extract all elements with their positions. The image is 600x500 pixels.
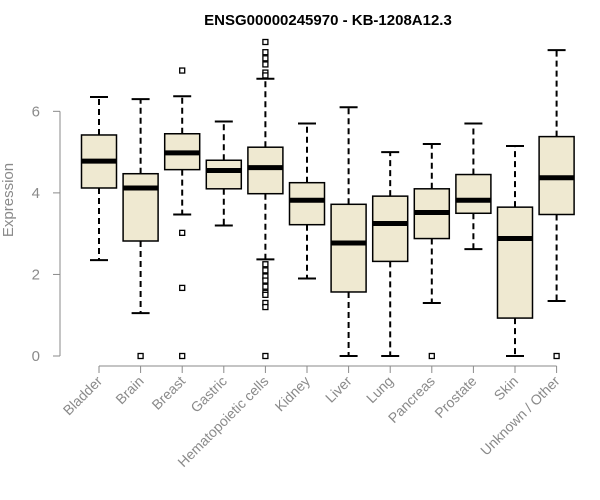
- x-tick-label: Liver: [322, 373, 355, 406]
- outlier-point: [262, 61, 269, 68]
- outlier-point: [262, 291, 269, 298]
- outlier-point: [179, 352, 186, 360]
- box-liver: [330, 106, 367, 357]
- outlier-point: [262, 72, 269, 79]
- box-prostate: [455, 122, 492, 251]
- box-gastric: [205, 120, 243, 227]
- x-tick-label: Brain: [112, 373, 146, 407]
- outlier-point: [553, 352, 560, 360]
- outlier-point: [428, 352, 435, 360]
- box-iqr: [122, 172, 159, 242]
- box-iqr: [330, 203, 367, 293]
- y-tick-label: 2: [32, 266, 40, 283]
- outlier-point: [262, 55, 269, 62]
- x-tick-label: Kidney: [272, 373, 314, 415]
- x-tick-label: Prostate: [431, 373, 479, 421]
- y-axis-label: Expression: [0, 163, 17, 237]
- box-iqr: [288, 181, 326, 226]
- outlier-point: [179, 67, 186, 74]
- box-unknown-other: [538, 49, 575, 360]
- y-tick-label: 0: [32, 348, 40, 365]
- outlier-point: [262, 277, 269, 284]
- x-tick-label: Bladder: [60, 373, 106, 419]
- y-tick-label: 6: [32, 103, 40, 120]
- box-pancreas: [413, 142, 451, 360]
- box-bladder: [80, 96, 118, 262]
- x-tick-label: Lung: [363, 373, 396, 406]
- box-iqr: [496, 206, 534, 319]
- box-iqr: [247, 146, 284, 195]
- outlier-point: [262, 267, 269, 274]
- outlier-point: [262, 352, 269, 360]
- box-hematopoietic-cells: [247, 38, 284, 360]
- outlier-point: [137, 352, 144, 360]
- x-tick-label: Skin: [491, 373, 522, 404]
- y-tick-label: 4: [32, 185, 40, 202]
- chart-title: ENSG00000245970 - KB-1208A12.3: [204, 12, 452, 29]
- x-tick-label: Unknown / Other: [477, 373, 563, 459]
- box-iqr: [371, 195, 409, 263]
- boxes-group: [80, 38, 575, 360]
- outlier-point: [262, 283, 269, 290]
- box-lung: [371, 151, 409, 357]
- box-kidney: [288, 122, 326, 280]
- box-breast: [163, 67, 201, 360]
- outlier-point: [262, 38, 269, 46]
- outlier-point: [179, 284, 186, 292]
- box-iqr: [455, 173, 492, 215]
- y-axis: 0 2 4 6: [32, 103, 61, 365]
- outlier-point: [262, 49, 269, 56]
- x-tick-label: Breast: [148, 373, 188, 413]
- box-skin: [496, 144, 534, 357]
- outlier-point: [262, 303, 269, 311]
- outlier-point: [262, 261, 269, 268]
- box-iqr: [205, 159, 243, 190]
- outlier-point: [179, 229, 186, 236]
- box-brain: [122, 98, 159, 360]
